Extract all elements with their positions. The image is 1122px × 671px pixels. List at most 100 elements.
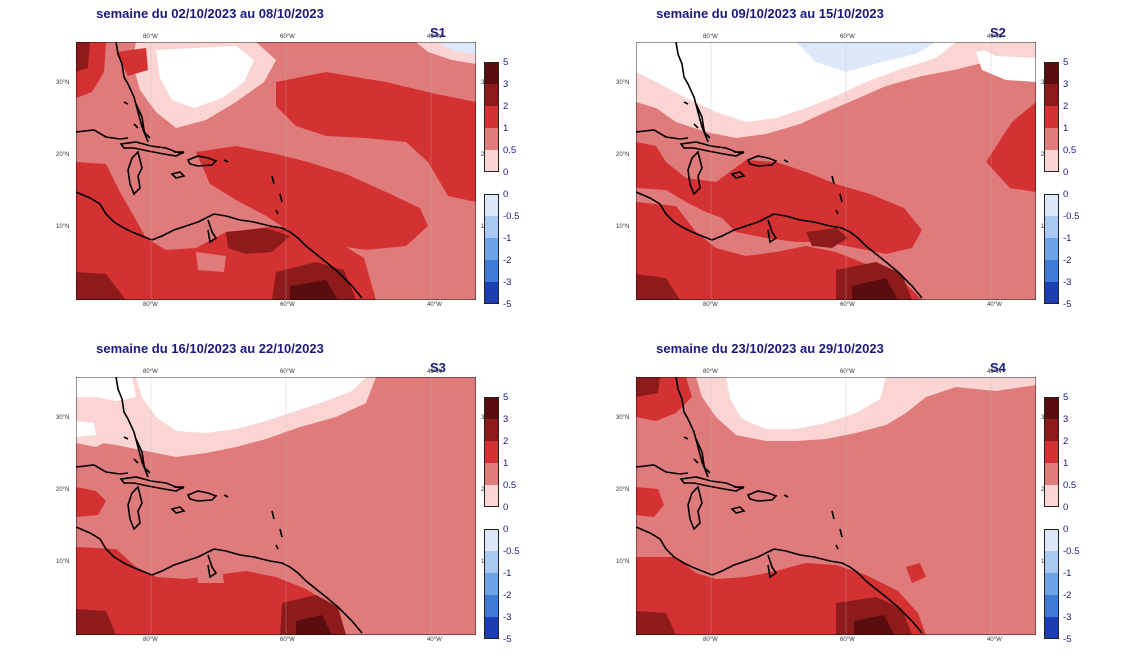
lon-label-top: 40°W [427,34,442,40]
legend-swatch [1044,573,1059,595]
legend-level: 0.5 [503,145,517,156]
anomaly-map [76,377,476,635]
legend-level: -5 [1063,634,1072,645]
color-legend: 5 3 2 1 0.5 0 0 -0.5 -1 -2 -3 -5 [484,393,544,645]
legend-level: 0 [1063,502,1069,513]
legend-level: -1 [1063,568,1072,579]
lon-label-top: 40°W [427,369,442,375]
lon-label-bottom: 40°W [987,637,1002,643]
legend-swatch [1044,397,1059,419]
lon-label-top: 60°W [840,34,855,40]
legend-swatch [1044,617,1059,639]
legend-swatch [484,194,499,216]
legend-level: -2 [503,255,512,266]
lat-label-left: 20°N [56,152,70,158]
legend-swatch [484,529,499,551]
legend-level: 5 [503,57,509,68]
lat-label-left: 10°N [616,224,630,230]
lon-label-bottom: 60°W [280,302,295,308]
legend-swatch [484,595,499,617]
legend-swatch [484,463,499,485]
legend-level: 2 [503,101,509,112]
lat-label-left: 10°N [616,559,630,565]
legend-swatch [1044,441,1059,463]
legend-swatch [1044,485,1059,507]
legend-swatch [1044,216,1059,238]
legend-level: -5 [503,634,512,645]
legend-level: -0.5 [1063,211,1080,222]
legend-level: -5 [503,299,512,310]
legend-level: 5 [1063,57,1069,68]
lon-label-top: 40°W [987,34,1002,40]
lat-label-left: 30°N [56,80,70,86]
panel-label: S2 [990,25,1006,40]
legend-swatch [484,216,499,238]
legend-level: 3 [503,414,509,425]
panel-label: S1 [430,25,446,40]
legend-swatch [1044,84,1059,106]
legend-level: 0.5 [1063,145,1077,156]
legend-level: -0.5 [1063,546,1080,557]
panel-title: semaine du 09/10/2023 au 15/10/2023 [656,6,884,21]
legend-level: 0 [1063,167,1069,178]
legend-level: 2 [1063,436,1069,447]
legend-level: 0 [503,167,509,178]
lon-label-bottom: 60°W [280,637,295,643]
legend-swatch [484,150,499,172]
legend-level: 0.5 [503,480,517,491]
legend-level: 0.5 [1063,480,1077,491]
legend-level: 1 [503,123,509,134]
lat-label-left: 10°N [56,559,70,565]
anomaly-map [636,42,1036,300]
legend-swatch [484,551,499,573]
lon-label-bottom: 40°W [427,637,442,643]
legend-swatch [484,419,499,441]
panel-title: semaine du 02/10/2023 au 08/10/2023 [96,6,324,21]
color-legend: 5 3 2 1 0.5 0 0 -0.5 -1 -2 -3 -5 [1044,58,1104,310]
anomaly-map [76,42,476,300]
lon-label-top: 60°W [280,34,295,40]
legend-swatch [1044,194,1059,216]
legend-swatch [484,397,499,419]
legend-level: -3 [503,277,512,288]
legend-level: 1 [503,458,509,469]
lon-label-bottom: 60°W [840,302,855,308]
legend-swatch [1044,419,1059,441]
legend-level: -0.5 [503,546,520,557]
lon-label-top: 80°W [143,369,158,375]
legend-level: -2 [503,590,512,601]
legend-swatch [1044,282,1059,304]
legend-swatch [1044,62,1059,84]
panel-label: S3 [430,360,446,375]
legend-level: -2 [1063,255,1072,266]
legend-level: -0.5 [503,211,520,222]
legend-swatch [1044,463,1059,485]
legend-level: -1 [503,233,512,244]
legend-level: 2 [503,436,509,447]
lon-label-top: 60°W [840,369,855,375]
legend-swatch [484,84,499,106]
legend-level: 1 [1063,458,1069,469]
legend-level: -1 [503,568,512,579]
lon-label-bottom: 80°W [143,302,158,308]
legend-level: -1 [1063,233,1072,244]
legend-swatch [1044,238,1059,260]
lon-label-top: 80°W [703,369,718,375]
lat-label-left: 20°N [616,487,630,493]
legend-level: -3 [1063,612,1072,623]
lon-label-bottom: 80°W [703,302,718,308]
legend-level: 3 [1063,79,1069,90]
legend-swatch [1044,150,1059,172]
panel-s3: semaine du 16/10/2023 au 22/10/2023 S3 8… [0,335,560,665]
panel-title: semaine du 23/10/2023 au 29/10/2023 [656,341,884,356]
panel-s2: semaine du 09/10/2023 au 15/10/2023 S2 8… [560,0,1120,330]
legend-swatch [1044,106,1059,128]
lon-label-top: 40°W [987,369,1002,375]
lat-label-left: 20°N [56,487,70,493]
legend-level: 1 [1063,123,1069,134]
legend-level: 0 [503,524,509,535]
legend-level: -3 [1063,277,1072,288]
legend-swatch [1044,260,1059,282]
legend-swatch [484,282,499,304]
legend-swatch [1044,595,1059,617]
